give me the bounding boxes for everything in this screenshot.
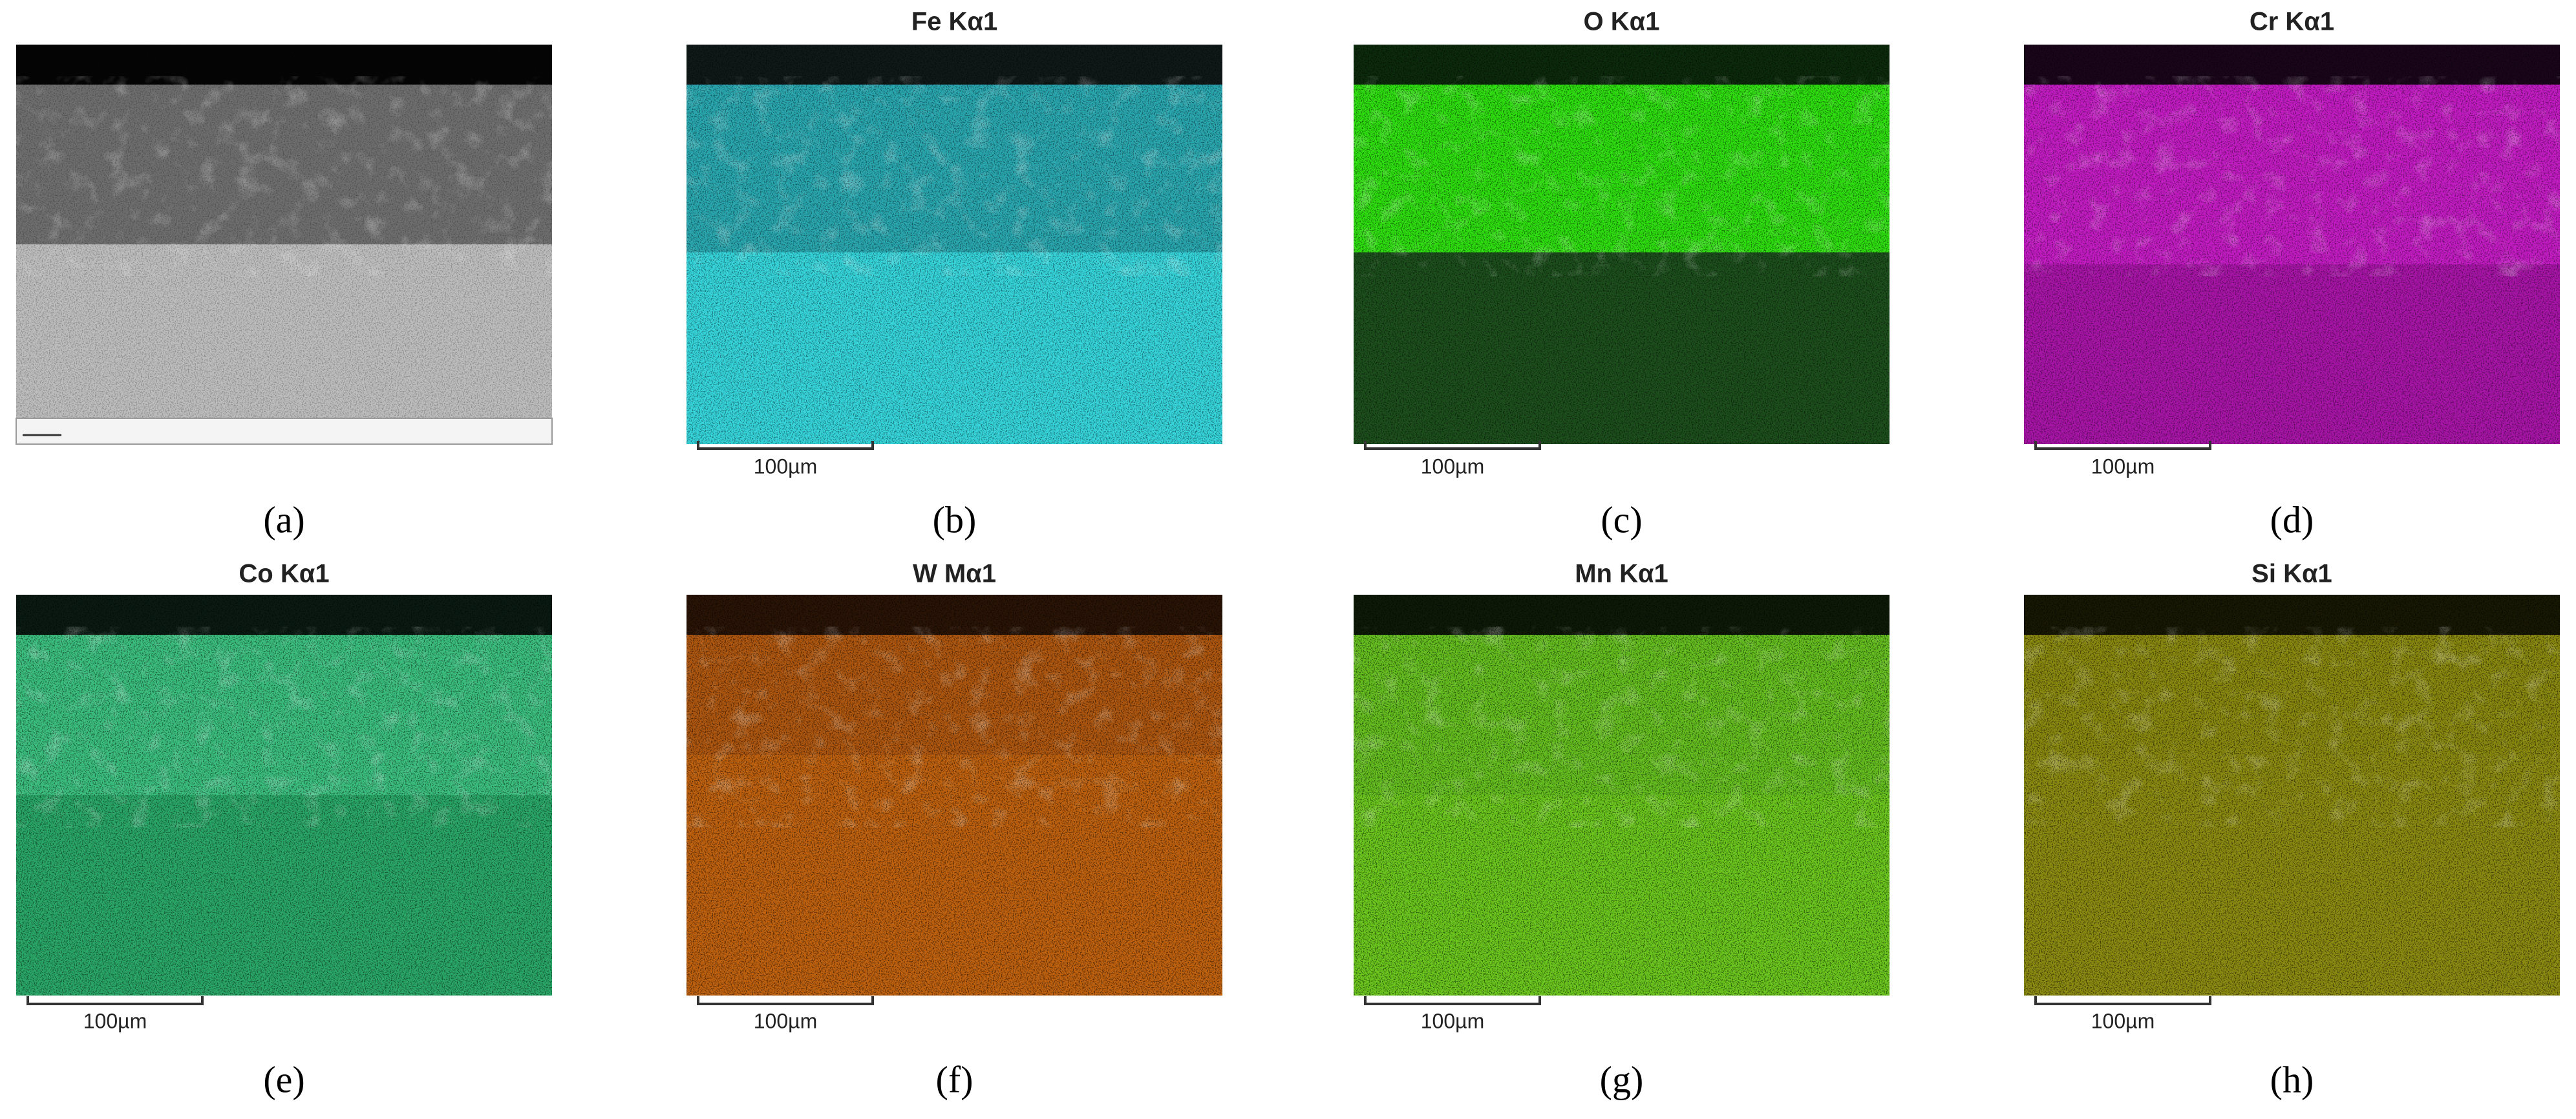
scale-bar — [27, 996, 204, 1005]
panel: (a) — [16, 45, 553, 540]
scale-bar-label: 100µm — [2091, 1009, 2155, 1032]
panel: Mn Kα1 100µm (g) — [1354, 560, 1889, 1100]
panel-title: Fe Kα1 — [911, 8, 998, 36]
sem-info-bar — [16, 418, 553, 445]
panel-title: Co Kα1 — [239, 560, 329, 588]
panel-label: (d) — [2270, 498, 2314, 540]
speckle — [1354, 45, 1889, 444]
micrograph — [1354, 595, 1889, 996]
speckle — [2024, 45, 2560, 444]
panel-label: (a) — [263, 498, 304, 540]
scale-bar-label: 100µm — [1421, 1009, 1484, 1032]
speckle — [1354, 595, 1889, 996]
panel-label: (f) — [936, 1058, 974, 1100]
panel-title: Cr Kα1 — [2250, 8, 2334, 36]
panel: Co Kα1 100µm (e) — [16, 560, 552, 1100]
micrograph — [2024, 595, 2560, 996]
scale-bar — [2034, 441, 2211, 450]
scale-bar-label: 100µm — [754, 1009, 817, 1032]
speckle — [16, 45, 552, 444]
panel-label: (b) — [933, 498, 977, 540]
panel-label: (e) — [263, 1058, 304, 1100]
speckle — [687, 595, 1222, 996]
scale-bar — [697, 441, 874, 450]
speckle — [16, 595, 552, 996]
scale-bar — [697, 996, 874, 1005]
scale-bar-label: 100µm — [2091, 454, 2155, 478]
panel: W Mα1 100µm (f) — [687, 560, 1222, 1100]
micrograph — [1354, 45, 1889, 444]
micrograph — [2024, 45, 2560, 444]
micrograph — [687, 45, 1222, 444]
speckle — [2024, 595, 2560, 996]
scale-bar — [1364, 996, 1541, 1005]
scale-bar — [1364, 441, 1541, 450]
panel: Cr Kα1 100µm (d) — [2024, 8, 2560, 540]
micrograph — [16, 595, 552, 996]
micrograph — [16, 45, 552, 444]
scale-bar-label: 100µm — [754, 454, 817, 478]
micrograph — [687, 595, 1222, 996]
scale-bar-label: 100µm — [83, 1009, 147, 1032]
panel-label: (c) — [1601, 498, 1642, 540]
panel-title: W Mα1 — [913, 560, 996, 588]
speckle — [687, 45, 1222, 444]
scale-bar — [2034, 996, 2211, 1005]
panel-title: O Kα1 — [1584, 8, 1660, 36]
panel-label: (g) — [1600, 1058, 1644, 1100]
scale-bar-label: 100µm — [1421, 454, 1484, 478]
panel-label: (h) — [2270, 1058, 2314, 1100]
panel-title: Mn Kα1 — [1575, 560, 1668, 588]
panel: O Kα1 100µm (c) — [1354, 8, 1889, 540]
panel: Fe Kα1 100µm (b) — [687, 8, 1222, 540]
panel: Si Kα1 100µm (h) — [2024, 560, 2560, 1100]
panel-title: Si Kα1 — [2251, 560, 2332, 588]
